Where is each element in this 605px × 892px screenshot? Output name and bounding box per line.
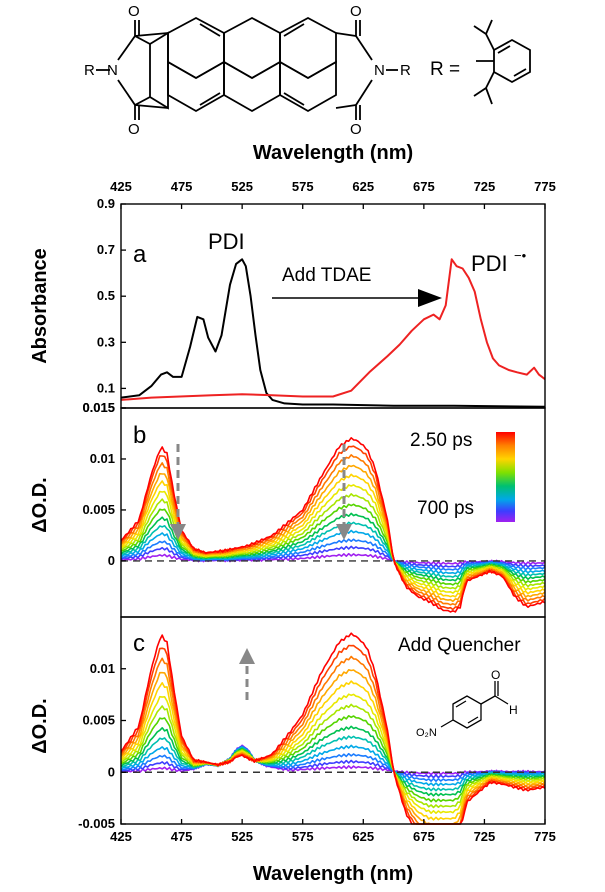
top-x-tick-label: 675 <box>413 179 435 194</box>
aldehyde-oxygen-label: O <box>491 668 500 682</box>
panel-a-y-tick-labels: 0.9 0.7 0.5 0.3 0.1 0.015 <box>82 196 126 415</box>
nitro-group-label: O₂N <box>416 727 437 739</box>
naph-ring-5 <box>279 16 337 80</box>
kinetic-trace-line <box>120 655 546 825</box>
color-scale-bar <box>496 432 515 522</box>
y-tick-label: 0.1 <box>97 380 115 395</box>
panel-c-label: c <box>133 630 145 657</box>
pdi-structure-diagram <box>96 16 531 120</box>
legend-top-label: 2.50 ps <box>410 430 472 451</box>
y-tick-label: 0.015 <box>82 400 115 415</box>
oxygen-label: O <box>350 121 362 138</box>
decay-arrow-right-head <box>336 524 352 540</box>
legend-bottom-label: 700 ps <box>417 498 474 519</box>
y-tick-label: -0.005 <box>78 816 115 831</box>
y-tick-label: 0.015 <box>82 400 115 415</box>
pdi-anion-superscript: −• <box>514 248 527 263</box>
kinetic-trace-line <box>120 454 546 606</box>
y-tick-label: 0.005 <box>82 713 115 728</box>
y-tick-label: 0.9 <box>97 196 115 211</box>
x-tick-label: 425 <box>110 829 132 844</box>
panel-c-y-axis-title: ΔO.D. <box>29 698 51 754</box>
panel-b-series <box>120 437 546 613</box>
add-quencher-label: Add Quencher <box>398 635 521 656</box>
bottom-axis-title: Wavelength (nm) <box>253 863 413 885</box>
y-tick-label: 0 <box>108 553 115 568</box>
y-tick-label: 0.7 <box>97 242 115 257</box>
x-tick-label: 475 <box>171 829 193 844</box>
panel-b-y-tick-labels: 0.015 0.01 0.005 0 <box>82 400 126 568</box>
kinetic-trace-line <box>120 473 546 598</box>
aldehyde-hydrogen-label: H <box>509 703 518 717</box>
aryl-ring <box>493 38 531 84</box>
panel-b-transient-absorption: 0.015 0.01 0.005 0 ΔO.D. b 2.50 ps 700 ps <box>29 400 546 618</box>
pdi-label: PDI <box>208 229 245 254</box>
y-tick-label: 0.5 <box>97 288 115 303</box>
kinetic-trace-line <box>120 680 546 821</box>
pdi-anion-spectrum-line <box>120 258 546 401</box>
tdae-arrow-head <box>418 289 442 307</box>
panel-c-y-tick-labels: 0.01 0.005 0 -0.005 <box>78 661 126 831</box>
r-group-right-label: R <box>400 62 411 79</box>
top-x-tick-label: 475 <box>171 179 193 194</box>
panel-b-label: b <box>133 422 146 449</box>
panel-a-y-axis-title: Absorbance <box>29 248 51 364</box>
top-x-tick-label: 625 <box>352 179 374 194</box>
x-tick-label: 775 <box>534 829 556 844</box>
benzene-ring <box>452 695 482 729</box>
panel-a-frame <box>120 203 546 409</box>
y-tick-label: 0.3 <box>97 334 115 349</box>
naph-ring-6 <box>279 60 337 113</box>
oxygen-label: O <box>128 3 140 20</box>
naph-ring-3 <box>223 16 281 80</box>
decay-arrow-left-head <box>170 524 186 540</box>
nitrogen-right-label: N <box>374 62 385 79</box>
panel-a-label: a <box>133 241 147 268</box>
pdi-spectrum-line <box>120 258 546 408</box>
oxygen-label: O <box>350 3 362 20</box>
panel-a-series <box>120 258 546 408</box>
panel-c-series <box>120 632 546 825</box>
naph-ring-2 <box>167 60 225 113</box>
naph-ring-4 <box>223 60 281 113</box>
y-tick-label: 0.01 <box>90 661 115 676</box>
y-tick-label: 0 <box>108 764 115 779</box>
kinetic-trace-line <box>120 744 546 787</box>
top-x-tick-label: 775 <box>534 179 556 194</box>
nitrobenzaldehyde-structure <box>440 681 509 729</box>
kinetic-trace-line <box>120 725 546 797</box>
y-tick-label: 0.005 <box>82 502 115 517</box>
r-group-left-label: R <box>84 62 95 79</box>
top-x-tick-label: 725 <box>474 179 496 194</box>
add-tdae-label: Add TDAE <box>282 265 371 286</box>
top-x-tick-label: 575 <box>292 179 314 194</box>
kinetic-trace-line <box>120 703 546 809</box>
rise-arrow-head <box>239 648 255 664</box>
structure-labels: O O O O R N N R R = <box>84 3 460 138</box>
kinetic-trace-line <box>120 437 546 613</box>
imide-ring-left <box>149 31 169 110</box>
y-tick-label: 0.01 <box>90 451 115 466</box>
x-tick-label: 625 <box>352 829 374 844</box>
panel-c-transient-absorption-quencher: 0.01 0.005 0 -0.005 425 475 525 575 625 675 725 77… <box>29 616 556 885</box>
oxygen-label: O <box>128 121 140 138</box>
top-x-tick-label: 525 <box>231 179 253 194</box>
panel-a-absorbance: 0.9 0.7 0.5 0.3 0.1 0.015 Absorbance a PDI PD… <box>29 196 546 415</box>
r-definition-label: R = <box>430 59 460 80</box>
top-axis-title: Wavelength (nm) <box>253 142 413 164</box>
x-tick-label: 575 <box>292 829 314 844</box>
panel-b-y-axis-title: ΔO.D. <box>29 477 51 533</box>
kinetic-trace-line <box>120 493 546 590</box>
x-tick-label: 525 <box>231 829 253 844</box>
x-tick-label: 675 <box>413 829 435 844</box>
pdi-anion-label: PDI <box>471 251 508 276</box>
naph-ring-1 <box>167 16 225 80</box>
top-axis-tick-labels: 425 475 525 575 625 675 725 775 <box>110 179 556 209</box>
kinetic-trace-line <box>120 632 546 825</box>
x-tick-label: 725 <box>474 829 496 844</box>
panel-c-x-tick-labels: 425 475 525 575 625 675 725 775 <box>110 819 556 844</box>
nitrogen-left-label: N <box>107 62 118 79</box>
top-x-tick-label: 425 <box>110 179 132 194</box>
